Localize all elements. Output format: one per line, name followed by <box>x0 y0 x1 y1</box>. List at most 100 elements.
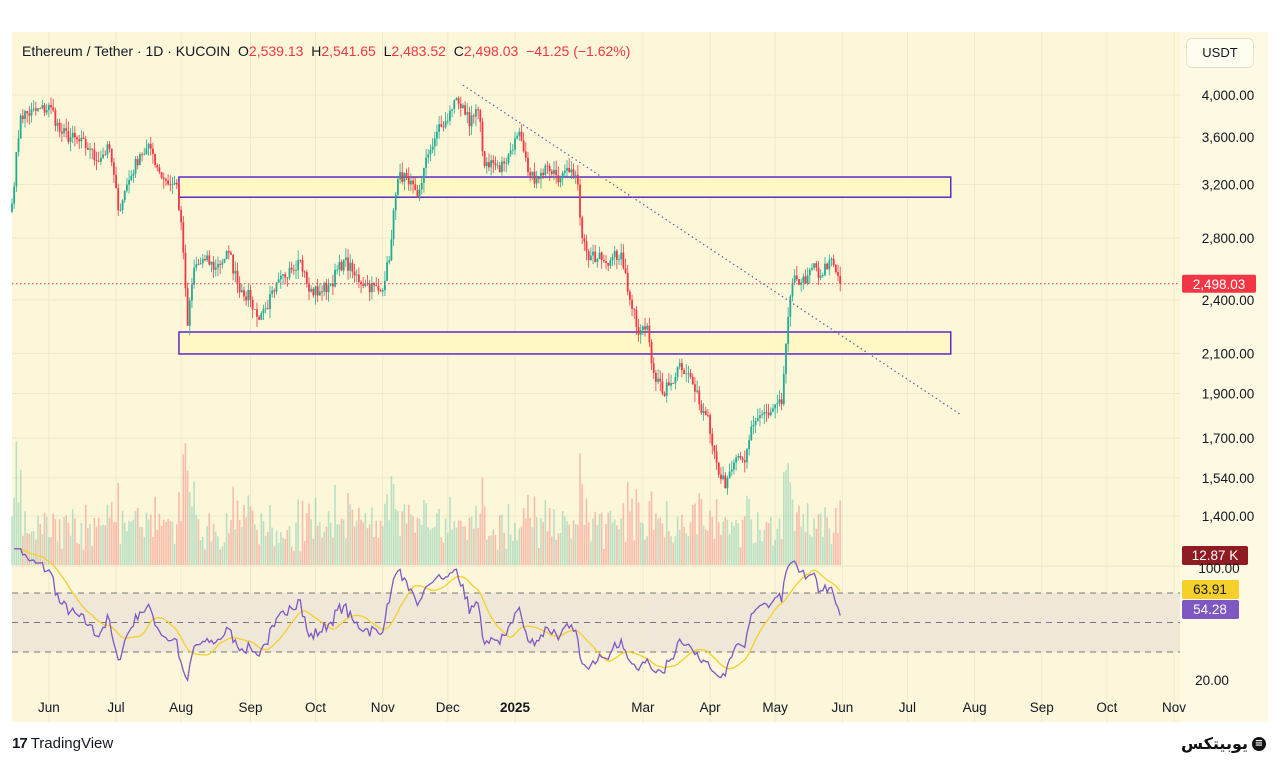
volume-bar <box>518 528 521 565</box>
volume-bar <box>247 495 250 565</box>
candle <box>542 172 545 176</box>
volume-bar <box>440 537 443 565</box>
candle <box>496 165 499 167</box>
candle <box>71 132 74 138</box>
candle <box>581 217 584 239</box>
x-tick-label: Dec <box>436 700 460 715</box>
volume-bar <box>514 522 516 565</box>
volume-bar <box>61 548 63 565</box>
volume-bar <box>65 515 67 565</box>
candle <box>340 262 343 271</box>
candle <box>457 98 460 104</box>
candle <box>370 283 373 293</box>
volume-bar <box>210 541 213 565</box>
volume-bar <box>479 513 482 565</box>
volume-bar <box>472 528 475 565</box>
volume-bar <box>442 542 445 565</box>
candle <box>707 415 709 416</box>
candle <box>93 149 96 161</box>
volume-bar <box>368 524 371 565</box>
candle <box>830 258 833 261</box>
volume-bar <box>267 532 269 565</box>
candle <box>730 469 733 472</box>
volume-bar <box>824 507 826 565</box>
candle <box>453 100 456 110</box>
volume-bar <box>35 539 37 565</box>
volume-bar <box>793 531 796 565</box>
candle <box>546 165 549 167</box>
candle <box>223 259 226 263</box>
volume-bar <box>264 535 267 565</box>
candle <box>431 146 434 150</box>
volume-bar <box>358 507 360 565</box>
x-tick-label: Aug <box>169 700 193 715</box>
zone-box-2 <box>178 331 952 355</box>
volume-bar <box>288 526 291 565</box>
x-tick-label: Sep <box>1030 700 1054 715</box>
volume-bar <box>577 525 579 565</box>
tradingview-logo[interactable]: 17 TradingView <box>12 735 113 752</box>
volume-bar <box>241 527 243 565</box>
volume-bar <box>262 521 265 565</box>
volume-bar <box>24 511 26 565</box>
candle <box>772 408 774 412</box>
volume-bar <box>108 517 111 565</box>
volume-bar <box>323 531 325 565</box>
candle <box>264 308 267 310</box>
candle <box>292 269 295 271</box>
candle <box>104 154 107 156</box>
candle <box>477 109 480 111</box>
volume-bar <box>700 499 703 565</box>
volume-bar <box>646 536 649 565</box>
candle <box>559 178 562 183</box>
volume-bar <box>338 524 341 565</box>
volume-bar <box>806 503 809 565</box>
candle <box>715 451 718 463</box>
volume-bar <box>804 531 807 565</box>
volume-bar <box>427 527 430 565</box>
close-value: 2,498.03 <box>463 43 519 59</box>
y-tick-label: 1,900.00 <box>1202 387 1255 402</box>
volume-bar <box>739 547 742 565</box>
volume-bar <box>56 541 59 565</box>
candle <box>618 259 620 260</box>
candle <box>557 175 560 183</box>
candle <box>52 107 55 111</box>
volume-bar <box>243 505 245 565</box>
volume-bar <box>58 519 61 565</box>
volume-bar <box>171 521 174 565</box>
volume-bar <box>410 514 412 565</box>
candle <box>204 259 206 261</box>
volume-bar <box>516 540 518 565</box>
symbol-legend: Ethereum / Tether · 1D · KUCOIN O2,539.1… <box>22 43 630 59</box>
volume-bar <box>800 526 802 565</box>
currency-button[interactable]: USDT <box>1186 38 1254 68</box>
volume-bar <box>173 543 176 565</box>
candle <box>602 260 605 262</box>
volume-bar <box>13 497 15 565</box>
volume-bar <box>405 523 408 565</box>
volume-bar <box>206 526 208 565</box>
volume-bar <box>520 526 523 565</box>
volume-bar <box>433 526 436 565</box>
candle <box>208 255 211 265</box>
volume-bar <box>392 484 395 565</box>
volume-badge <box>1182 546 1248 565</box>
volume-bar <box>670 536 672 565</box>
volume-bar <box>221 546 224 565</box>
volume-bar <box>316 525 319 565</box>
volume-bar <box>730 521 733 565</box>
volume-bar <box>796 512 798 565</box>
candle <box>171 184 174 185</box>
candle <box>654 372 657 382</box>
volume-bar <box>689 522 692 565</box>
volume-bar <box>509 534 512 565</box>
candle <box>344 257 347 261</box>
volume-bar <box>290 546 293 565</box>
volume-bar <box>546 531 549 565</box>
candle <box>188 300 191 326</box>
candle <box>230 252 232 255</box>
volume-bar <box>332 537 334 565</box>
candle <box>314 286 317 296</box>
